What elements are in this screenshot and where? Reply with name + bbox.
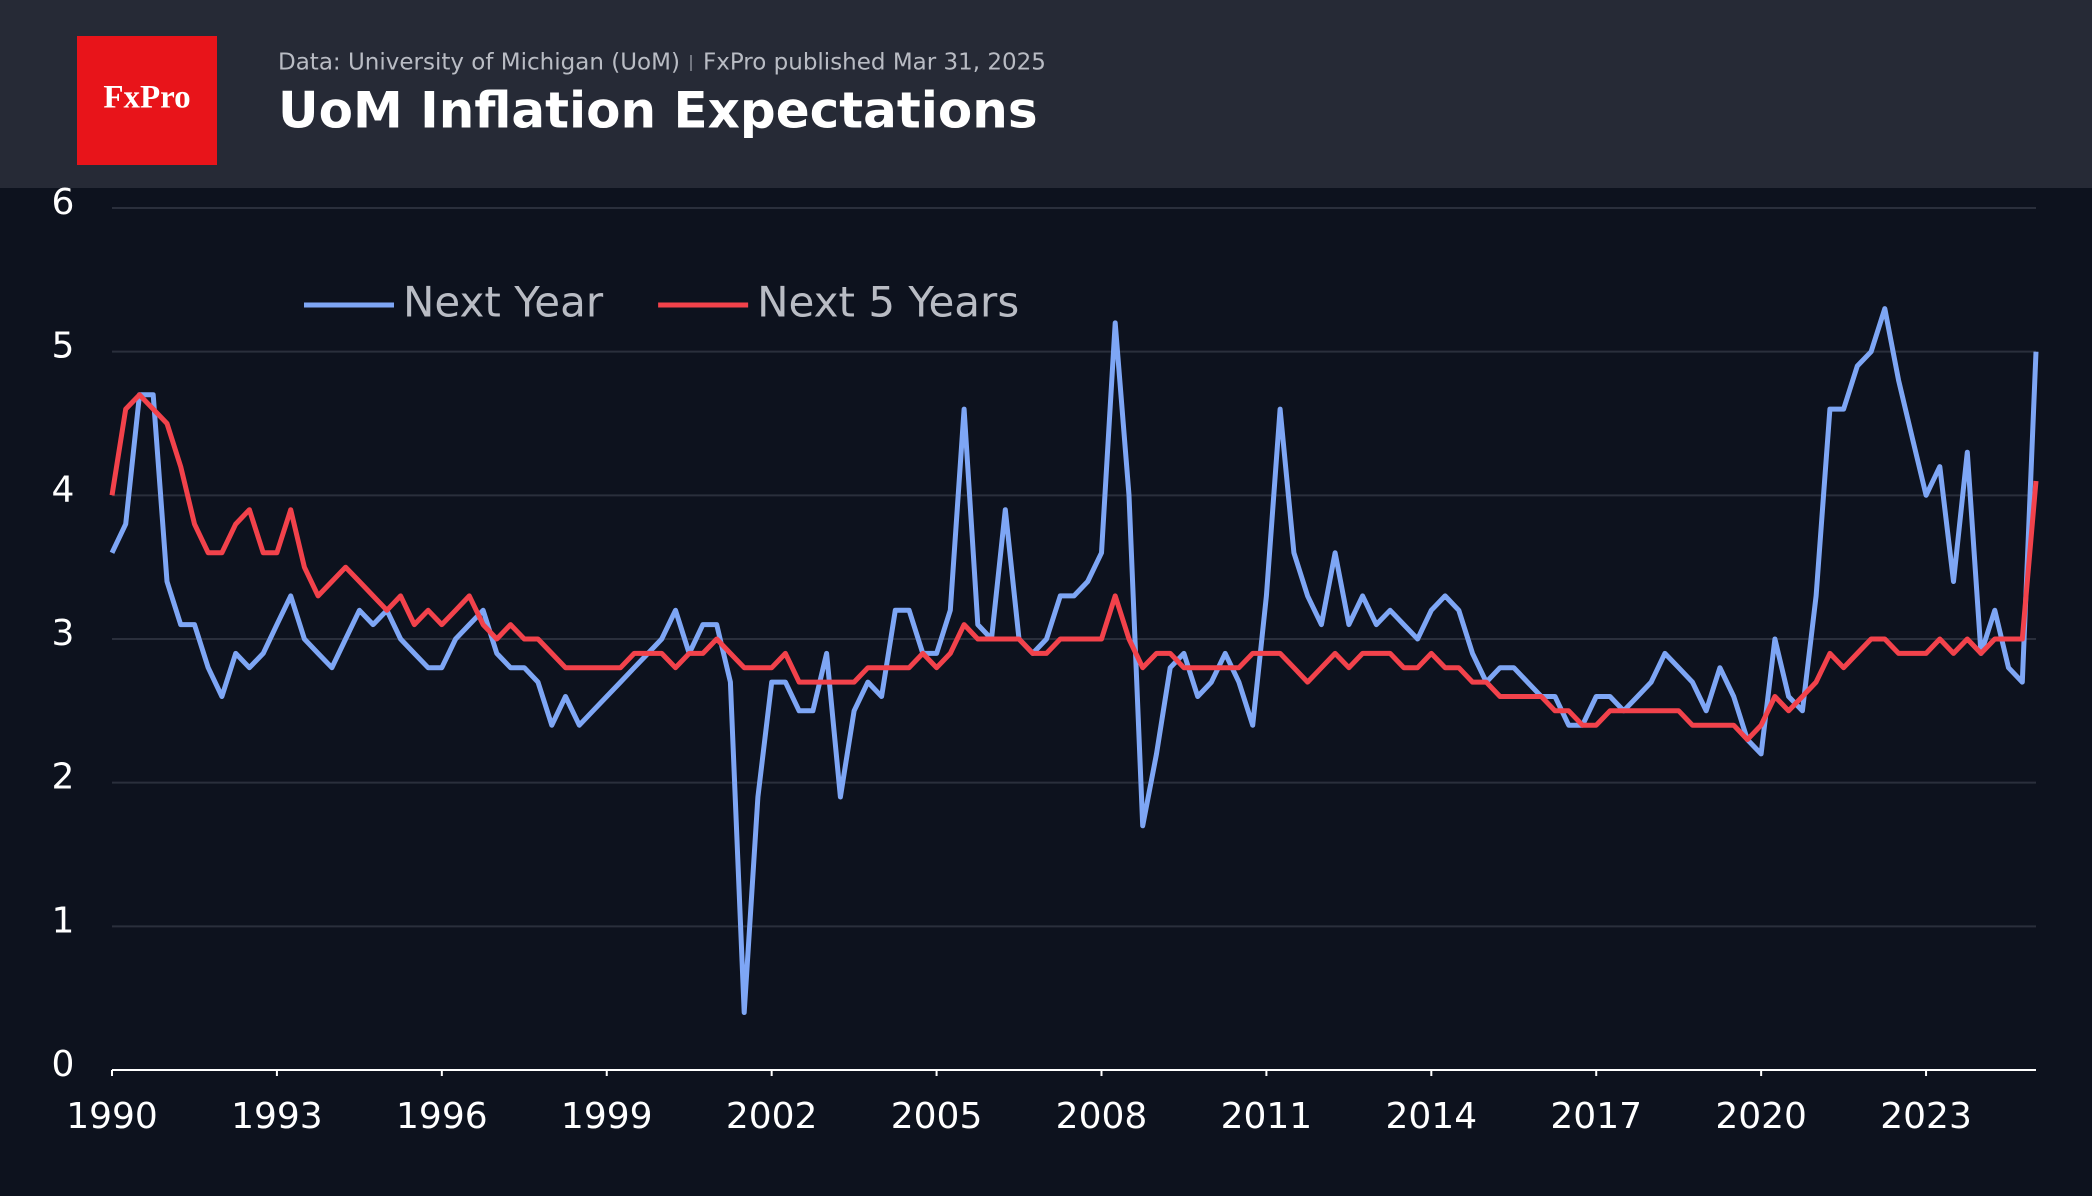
x-tick-label: 2002 bbox=[726, 1096, 818, 1137]
source: Data: University of Michigan (UoM) bbox=[278, 50, 680, 76]
x-tick-label: 2011 bbox=[1221, 1096, 1313, 1137]
series-line bbox=[109, 392, 2039, 743]
y-tick-label: 3 bbox=[52, 613, 75, 654]
published: FxPro published Mar 31, 2025 bbox=[703, 50, 1046, 76]
y-tick-label: 4 bbox=[52, 469, 75, 510]
logo-text: FxPro bbox=[103, 80, 190, 116]
series-line bbox=[109, 306, 2039, 1015]
x-tick-label: 2014 bbox=[1386, 1096, 1478, 1137]
x-tick-label: 2017 bbox=[1550, 1096, 1642, 1137]
x-tick-label: 1999 bbox=[561, 1096, 653, 1137]
y-tick-label: 6 bbox=[52, 182, 75, 223]
x-tick-label: 2020 bbox=[1715, 1096, 1807, 1137]
x-tick-label: 2023 bbox=[1880, 1096, 1972, 1137]
x-tick-label: 1993 bbox=[231, 1096, 323, 1137]
header bbox=[0, 0, 2092, 188]
legend-label: Next 5 Years bbox=[757, 278, 1019, 327]
logo bbox=[77, 36, 217, 165]
y-tick-label: 5 bbox=[52, 326, 75, 367]
x-tick-label: 1996 bbox=[396, 1096, 488, 1137]
y-tick-label: 0 bbox=[52, 1044, 75, 1085]
y-tick-label: 1 bbox=[52, 900, 75, 941]
y-tick-label: 2 bbox=[52, 757, 75, 798]
x-tick-label: 2008 bbox=[1056, 1096, 1148, 1137]
x-tick-label: 1990 bbox=[66, 1096, 158, 1137]
chart-title: UoM Inflation Expectations bbox=[278, 82, 1038, 140]
x-tick-label: 2005 bbox=[891, 1096, 983, 1137]
legend-label: Next Year bbox=[403, 278, 604, 327]
